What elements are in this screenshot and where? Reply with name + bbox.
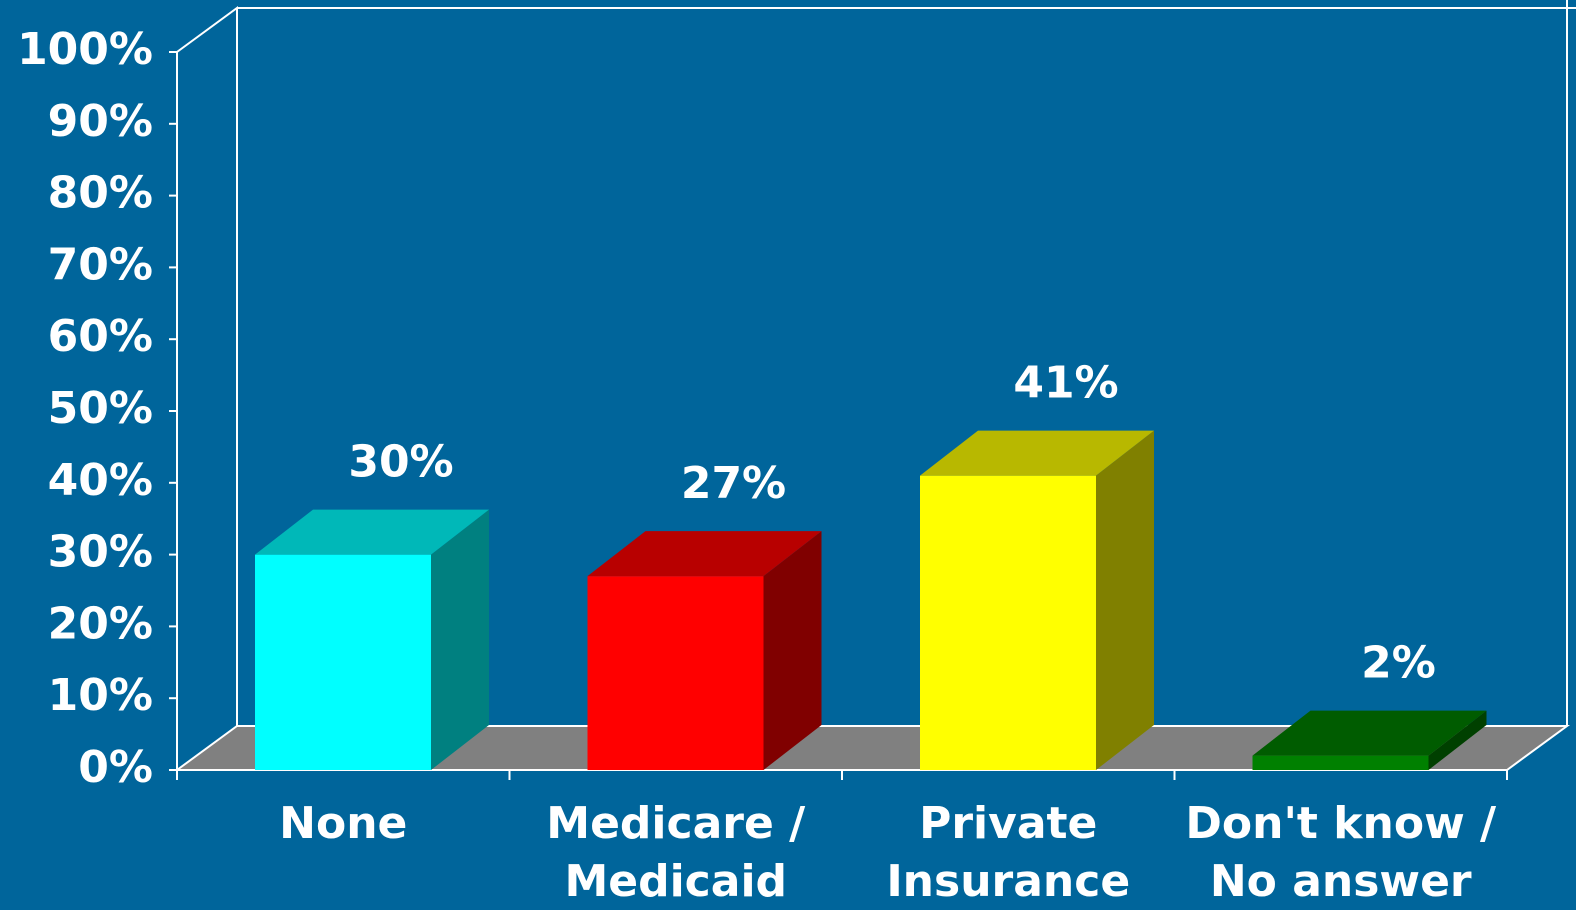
bar-front [587,576,764,770]
bar [920,430,1154,770]
bar [1252,710,1487,770]
bar [587,531,822,770]
y-tick-label: 40% [48,455,153,506]
x-tick-label: Medicare / Medicaid [546,798,806,907]
x-tick-label: None [279,798,408,849]
x-tick-label: Don't know / No answer [1185,798,1497,907]
bar-side [431,509,489,770]
y-tick-label: 20% [48,598,153,649]
bar-front [255,554,431,770]
bar-side [763,531,822,770]
bar-top [1252,710,1487,756]
y-tick-label: 30% [48,527,153,578]
value-label: 41% [1013,358,1118,409]
bar-top [255,509,489,555]
value-label: 2% [1361,638,1436,689]
y-tick-label: 0% [78,742,153,793]
bar-front [1252,755,1429,770]
x-tick-label: Private Insurance [886,798,1131,907]
y-tick-label: 10% [48,670,153,721]
wall-outline [176,6,238,770]
y-tick-label: 80% [48,168,153,219]
y-tick-label: 50% [48,383,153,434]
bar-top [920,430,1154,476]
value-label: 30% [348,437,453,488]
bar-front [920,475,1096,770]
bar-side [1096,430,1154,770]
bar-side [1428,710,1487,770]
y-tick-label: 60% [48,311,153,362]
bar-top [587,531,822,577]
bar [255,509,489,770]
y-tick-label: 70% [48,239,153,290]
y-tick-label: 100% [17,24,153,75]
y-tick-label: 90% [48,96,153,147]
value-label: 27% [681,458,786,509]
